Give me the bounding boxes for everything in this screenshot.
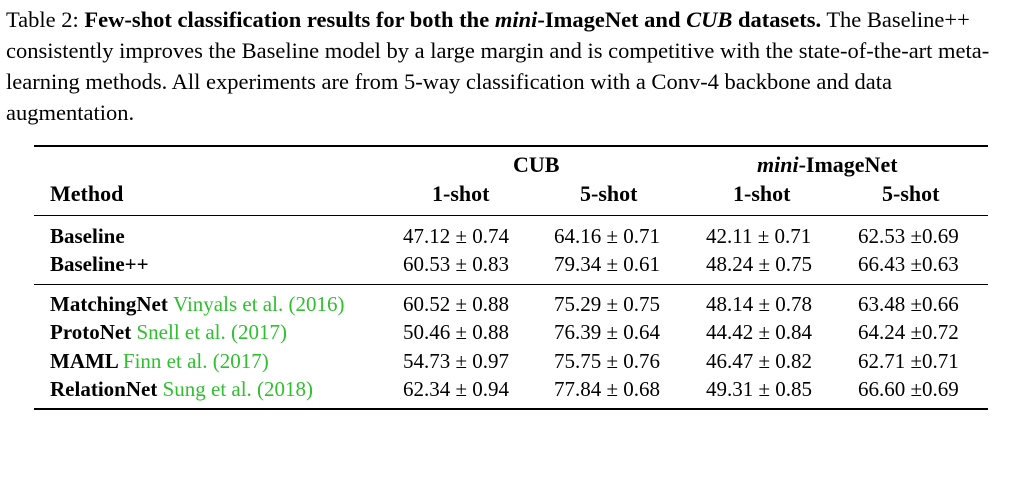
citation-authors: Snell et al. ( <box>136 320 238 344</box>
method-name: MatchingNet <box>50 292 168 316</box>
cell-cub-1shot: 60.53 ± 0.83 <box>403 252 510 276</box>
cell-cub-5shot: 79.34 ± 0.61 <box>554 252 661 276</box>
caption-label: Table 2: <box>6 7 79 32</box>
caption-bold-post: datasets. <box>737 7 822 32</box>
table-top-rule <box>34 145 988 147</box>
citation-link[interactable]: Sung et al. (2018) <box>163 377 313 401</box>
caption-bold-mid: -ImageNet and <box>537 7 681 32</box>
cell-cub-1shot: 47.12 ± 0.74 <box>403 224 510 248</box>
header-cub-5shot: 5-shot <box>580 181 638 206</box>
citation-year: 2017 <box>219 349 262 373</box>
caption-bold-title: Few-shot classification results for both… <box>84 7 821 32</box>
cell-mini-1shot: 46.47 ± 0.82 <box>706 349 813 373</box>
cell-cub-1shot: 60.52 ± 0.88 <box>403 292 510 316</box>
header-group-mini-rest: -ImageNet <box>798 152 898 177</box>
method-name: RelationNet <box>50 377 158 401</box>
method-name: Baseline++ <box>50 252 149 276</box>
header-group-cub: CUB <box>513 152 560 177</box>
header-rule <box>34 215 988 216</box>
citation-authors: Finn et al. ( <box>122 349 220 373</box>
citation-authors: Vinyals et al. ( <box>173 292 296 316</box>
citation-authors: Sung et al. ( <box>162 377 265 401</box>
cell-mini-5shot: 66.43 ±0.63 <box>858 252 959 276</box>
method-name: Baseline <box>50 224 125 248</box>
caption-bold-italic-mini: mini <box>494 7 538 32</box>
citation-close: ) <box>279 320 287 344</box>
citation-link[interactable]: Snell et al. (2017) <box>137 320 287 344</box>
citation-link[interactable]: Vinyals et al. (2016) <box>173 292 344 316</box>
caption-body: The Baseline++ consistently improves the… <box>6 7 990 125</box>
cell-cub-5shot: 76.39 ± 0.64 <box>554 320 661 344</box>
citation-year: 2018 <box>264 377 307 401</box>
table-row-method: Baseline <box>50 223 125 249</box>
citation-year: 2017 <box>237 320 280 344</box>
header-group-mini-imagenet: mini-ImageNet <box>757 152 898 178</box>
cell-cub-1shot: 54.73 ± 0.97 <box>403 349 510 373</box>
cell-mini-5shot: 62.53 ±0.69 <box>858 224 959 248</box>
table-row-method: RelationNet Sung et al. (2018) <box>50 376 313 402</box>
caption-bold-italic-cub: CUB <box>686 7 733 32</box>
citation-close: ) <box>337 292 345 316</box>
table-row-method: MAML Finn et al. (2017) <box>50 348 269 374</box>
cell-cub-1shot: 62.34 ± 0.94 <box>403 377 510 401</box>
cell-cub-1shot: 50.46 ± 0.88 <box>403 320 510 344</box>
cell-mini-1shot: 48.24 ± 0.75 <box>706 252 813 276</box>
table-row-method: ProtoNet Snell et al. (2017) <box>50 319 287 345</box>
header-mini-1shot: 1-shot <box>733 181 791 206</box>
method-name: MAML <box>50 349 118 373</box>
cell-cub-5shot: 75.29 ± 0.75 <box>554 292 661 316</box>
header-method: Method <box>50 181 124 206</box>
citation-close: ) <box>261 349 269 373</box>
cell-mini-5shot: 63.48 ±0.66 <box>858 292 959 316</box>
table-row-method: MatchingNet Vinyals et al. (2016) <box>50 291 344 317</box>
method-name: ProtoNet <box>50 320 132 344</box>
table-caption: Table 2: Few-shot classification results… <box>6 4 1018 128</box>
table-bottom-rule <box>34 408 988 410</box>
cell-mini-1shot: 49.31 ± 0.85 <box>706 377 813 401</box>
cell-mini-1shot: 44.42 ± 0.84 <box>706 320 813 344</box>
citation-link[interactable]: Finn et al. (2017) <box>123 349 269 373</box>
cell-cub-5shot: 75.75 ± 0.76 <box>554 349 661 373</box>
citation-close: ) <box>306 377 314 401</box>
caption-bold-pre: Few-shot classification results for both… <box>84 7 490 32</box>
header-mini-5shot: 5-shot <box>882 181 940 206</box>
cell-cub-5shot: 64.16 ± 0.71 <box>554 224 661 248</box>
cell-mini-1shot: 42.11 ± 0.71 <box>706 224 812 248</box>
group-separator-rule <box>34 284 988 285</box>
cell-mini-5shot: 62.71 ±0.71 <box>858 349 959 373</box>
header-cub-1shot: 1-shot <box>432 181 490 206</box>
cell-cub-5shot: 77.84 ± 0.68 <box>554 377 661 401</box>
cell-mini-5shot: 64.24 ±0.72 <box>858 320 959 344</box>
table-row-method: Baseline++ <box>50 251 149 277</box>
citation-year: 2016 <box>295 292 338 316</box>
cell-mini-1shot: 48.14 ± 0.78 <box>706 292 813 316</box>
header-group-mini-italic: mini <box>757 152 799 177</box>
cell-mini-5shot: 66.60 ±0.69 <box>858 377 959 401</box>
